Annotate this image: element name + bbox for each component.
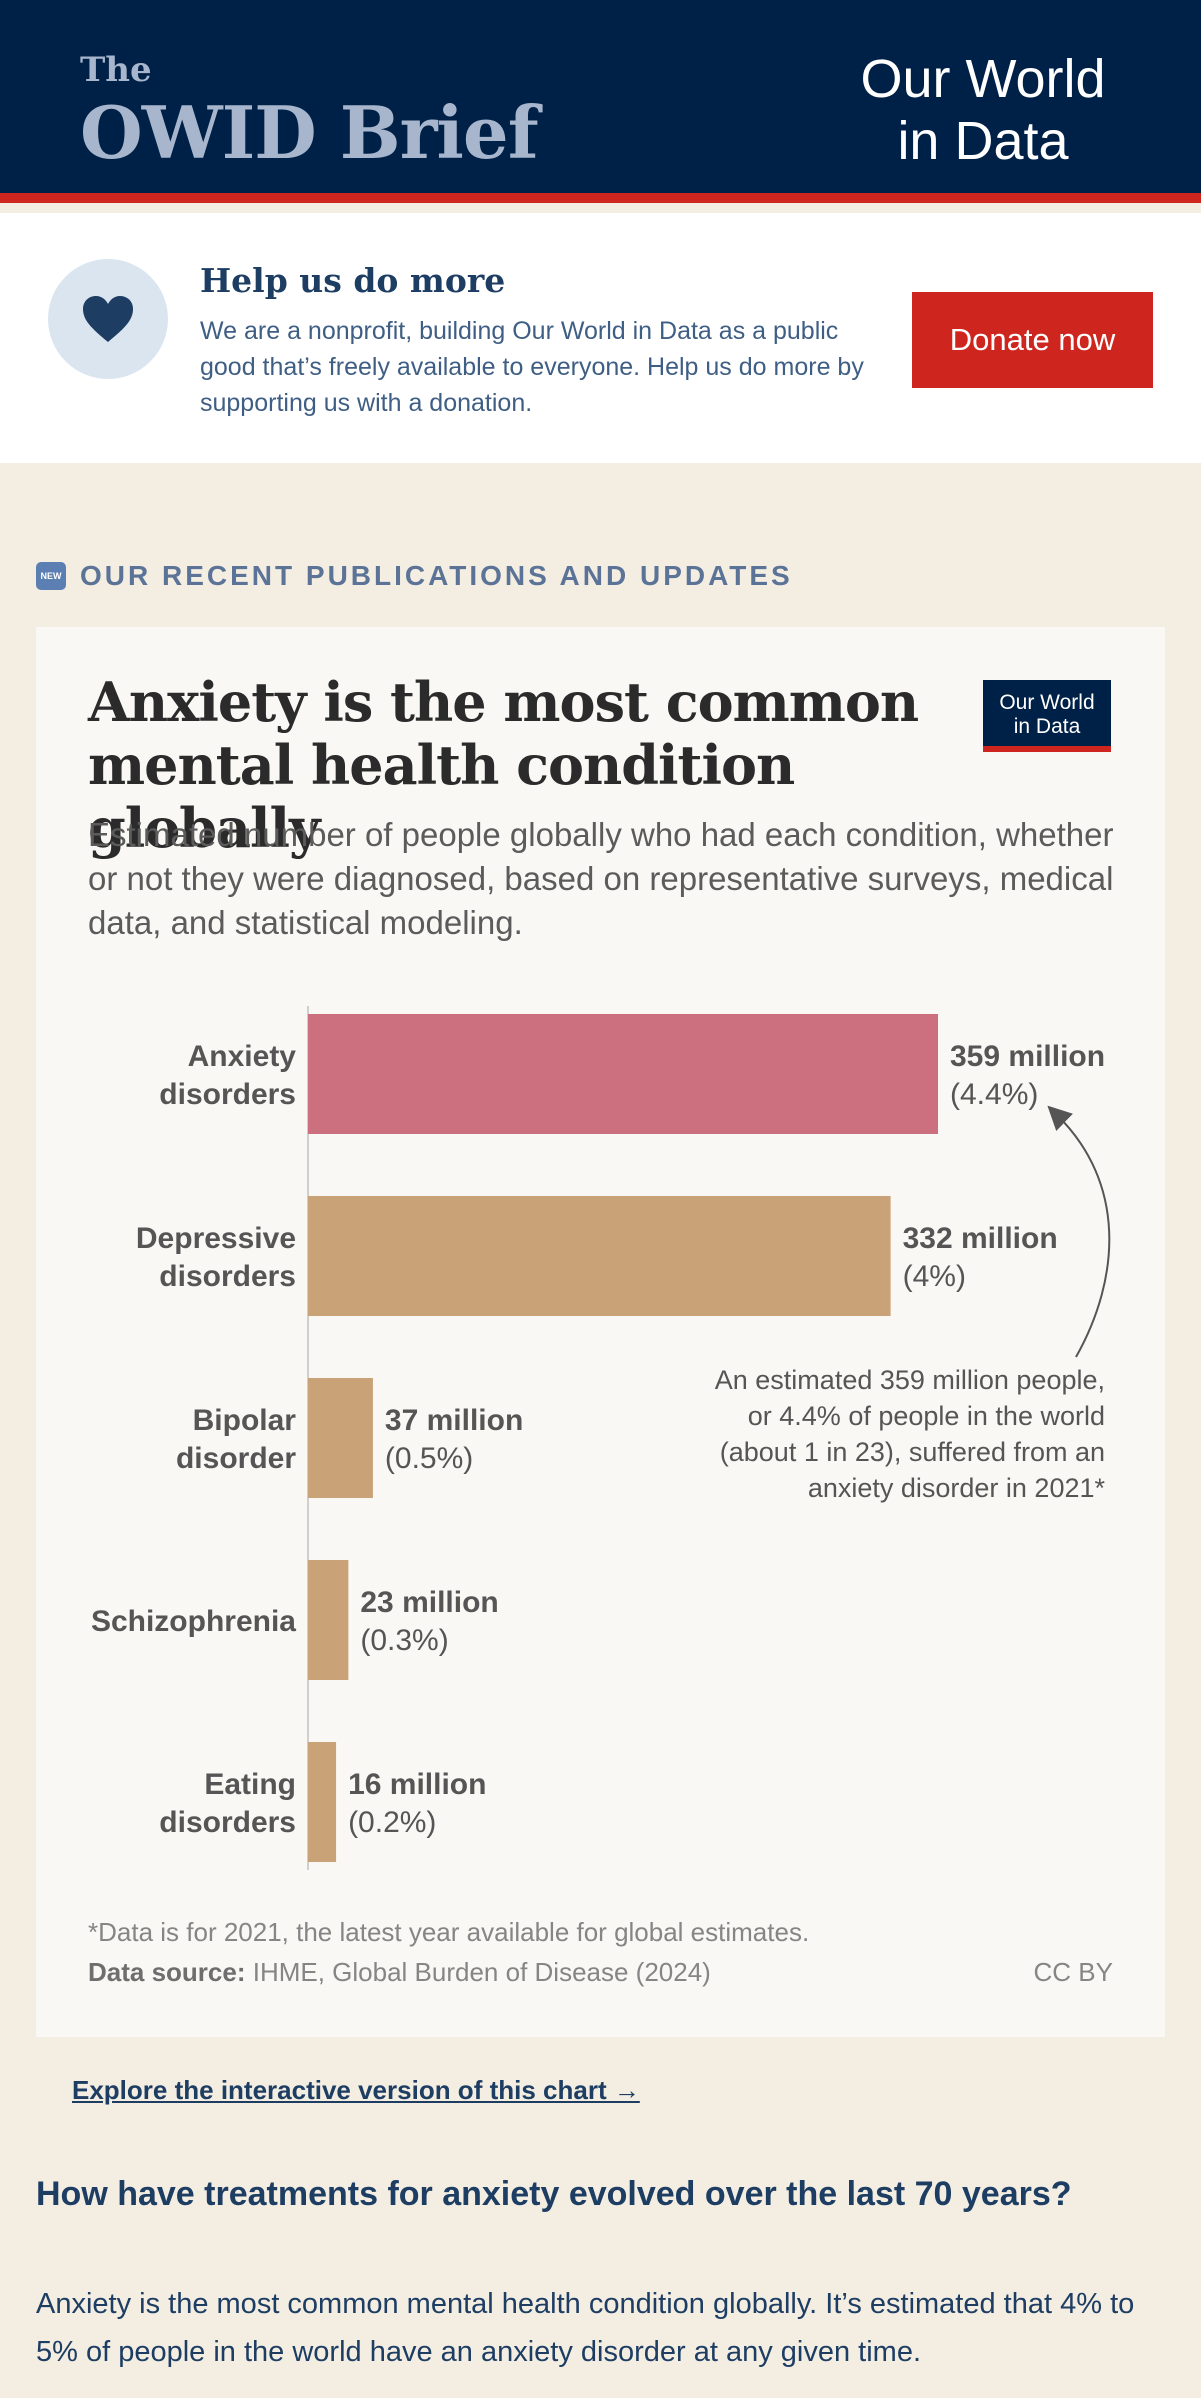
bar-chart: Anxiety disorders 359 million (4.4%) Depress…	[91, 1006, 1111, 1870]
owid-logo-line2: in Data	[897, 111, 1069, 171]
bar-3	[308, 1560, 349, 1680]
annotation-arrow	[1047, 1105, 1111, 1358]
value-label-1: 332 million	[903, 1222, 1058, 1255]
value-label-4: 16 million	[348, 1768, 486, 1801]
category-label-1-0: Depressive	[136, 1222, 296, 1255]
owid-chart-logo-line2: in Data	[1013, 715, 1081, 738]
owid-header-logo[interactable]: Our World in Data	[843, 48, 1123, 172]
category-label-0-1: disorders	[159, 1078, 296, 1111]
category-label-4-1: disorders	[159, 1806, 296, 1839]
section-title: OUR RECENT PUBLICATIONS AND UPDATES	[80, 560, 793, 591]
chart-card: Anxiety is the most common mental health…	[36, 627, 1165, 2037]
brand-name: OWID Brief	[80, 90, 539, 175]
share-label-4: (0.2%)	[348, 1806, 436, 1839]
donate-now-button[interactable]: Donate now	[912, 292, 1153, 388]
owid-chart-logo-line1: Our World	[999, 691, 1095, 714]
source-text: IHME, Global Burden of Disease (2024)	[245, 1957, 711, 1987]
article-paragraph: Anxiety is the most common mental health…	[36, 2288, 1135, 2368]
bar-0	[308, 1014, 938, 1134]
category-label-1-1: disorders	[159, 1260, 296, 1293]
newsletter-header: The OWID Brief Our World in Data	[0, 0, 1201, 203]
annotation-line-3: anxiety disorder in 2021*	[808, 1473, 1106, 1503]
value-label-0: 359 million	[950, 1040, 1105, 1073]
donate-description: We are a nonprofit, building Our World i…	[200, 317, 864, 417]
share-label-2: (0.5%)	[385, 1442, 473, 1475]
category-label-2-1: disorder	[176, 1442, 296, 1475]
share-label-1: (4%)	[903, 1260, 966, 1293]
category-label-2-0: Bipolar	[193, 1404, 297, 1437]
bar-2	[308, 1378, 373, 1498]
new-badge-icon: NEW	[36, 562, 66, 590]
category-label-4-0: Eating	[204, 1768, 296, 1801]
donate-title: Help us do more	[200, 261, 506, 300]
value-label-3: 23 million	[360, 1586, 498, 1619]
chart-subtitle: Estimated number of people globally who …	[88, 816, 1114, 941]
owid-chart-logo[interactable]: Our World in Data	[983, 680, 1111, 752]
share-label-0: (4.4%)	[950, 1078, 1038, 1111]
annotation-line-0: An estimated 359 million people,	[715, 1365, 1105, 1395]
bar-4	[308, 1742, 337, 1862]
brand-small-text: The	[80, 50, 152, 90]
donate-banner: Help us do more We are a nonprofit, buil…	[0, 213, 1201, 463]
chart-title: Anxiety is the most common mental health…	[88, 670, 919, 860]
explore-chart-link[interactable]: Explore the interactive version of this …	[72, 2075, 640, 2105]
chart-footnote: *Data is for 2021, the latest year avail…	[88, 1917, 810, 1947]
chart-source: Data source: IHME, Global Burden of Dise…	[88, 1957, 711, 1988]
chart-license: CC BY	[1033, 1957, 1113, 1987]
category-label-0-0: Anxiety	[188, 1040, 297, 1073]
owid-logo-line1: Our World	[860, 49, 1106, 109]
category-label-3-0: Schizophrenia	[91, 1605, 296, 1638]
bar-1	[308, 1196, 891, 1316]
heart-icon	[83, 296, 133, 342]
annotation-line-2: (about 1 in 23), suffered from an	[720, 1437, 1105, 1467]
share-label-3: (0.3%)	[360, 1624, 448, 1657]
article-heading: How have treatments for anxiety evolved …	[36, 2175, 1072, 2213]
value-label-2: 37 million	[385, 1404, 523, 1437]
annotation-line-1: or 4.4% of people in the world	[748, 1401, 1105, 1431]
heart-badge	[48, 259, 168, 379]
source-label: Data source:	[88, 1957, 246, 1987]
section-header: NEW OUR RECENT PUBLICATIONS AND UPDATES	[36, 560, 793, 592]
